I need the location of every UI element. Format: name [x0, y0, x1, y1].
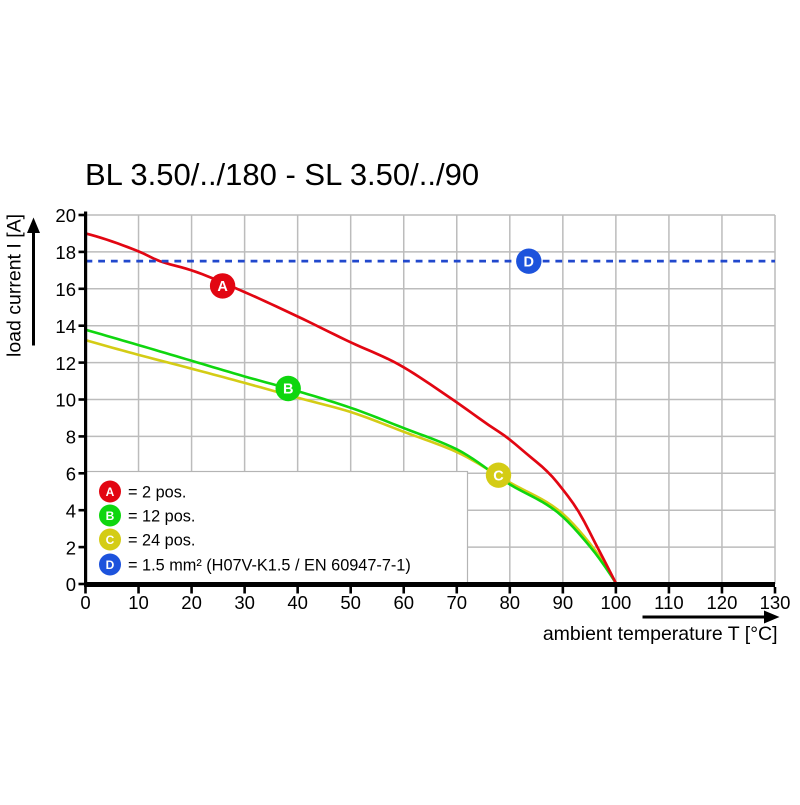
svg-text:BL 3.50/../180 - SL 3.50/../90: BL 3.50/../180 - SL 3.50/../90: [85, 157, 479, 192]
svg-text:8: 8: [66, 427, 76, 448]
svg-text:0: 0: [66, 574, 76, 595]
svg-text:C: C: [493, 468, 504, 484]
svg-text:4: 4: [66, 500, 76, 521]
svg-text:0: 0: [80, 592, 90, 613]
svg-text:load current I [A]: load current I [A]: [4, 214, 26, 357]
svg-text:60: 60: [393, 592, 414, 613]
svg-text:2: 2: [66, 537, 76, 558]
svg-text:20: 20: [181, 592, 202, 613]
svg-text:30: 30: [234, 592, 255, 613]
svg-text:A: A: [106, 485, 115, 499]
svg-text:70: 70: [446, 592, 467, 613]
svg-text:ambient temperature T [°C]: ambient temperature T [°C]: [543, 623, 778, 645]
svg-text:D: D: [524, 254, 534, 270]
svg-text:10: 10: [128, 592, 149, 613]
svg-text:50: 50: [340, 592, 361, 613]
svg-text:= 1.5 mm² (H07V-K1.5 / EN 6094: = 1.5 mm² (H07V-K1.5 / EN 60947-7-1): [128, 556, 411, 574]
svg-text:= 12 pos.: = 12 pos.: [128, 507, 195, 525]
svg-text:110: 110: [654, 592, 684, 613]
svg-text:= 24 pos.: = 24 pos.: [128, 531, 195, 549]
svg-text:B: B: [283, 382, 293, 398]
svg-text:120: 120: [707, 592, 738, 613]
svg-text:A: A: [217, 279, 228, 295]
svg-text:12: 12: [55, 353, 76, 374]
svg-text:14: 14: [55, 316, 76, 337]
svg-text:B: B: [106, 509, 115, 523]
svg-text:= 2 pos.: = 2 pos.: [128, 483, 186, 501]
svg-text:20: 20: [55, 205, 76, 226]
svg-text:40: 40: [287, 592, 308, 613]
svg-text:18: 18: [55, 242, 76, 263]
svg-text:C: C: [106, 533, 115, 547]
svg-text:D: D: [106, 558, 115, 572]
svg-text:6: 6: [66, 464, 76, 485]
svg-text:100: 100: [600, 592, 631, 613]
svg-text:16: 16: [55, 279, 76, 300]
svg-text:90: 90: [553, 592, 574, 613]
svg-text:10: 10: [55, 390, 76, 411]
svg-text:80: 80: [500, 592, 521, 613]
svg-text:130: 130: [760, 592, 791, 613]
